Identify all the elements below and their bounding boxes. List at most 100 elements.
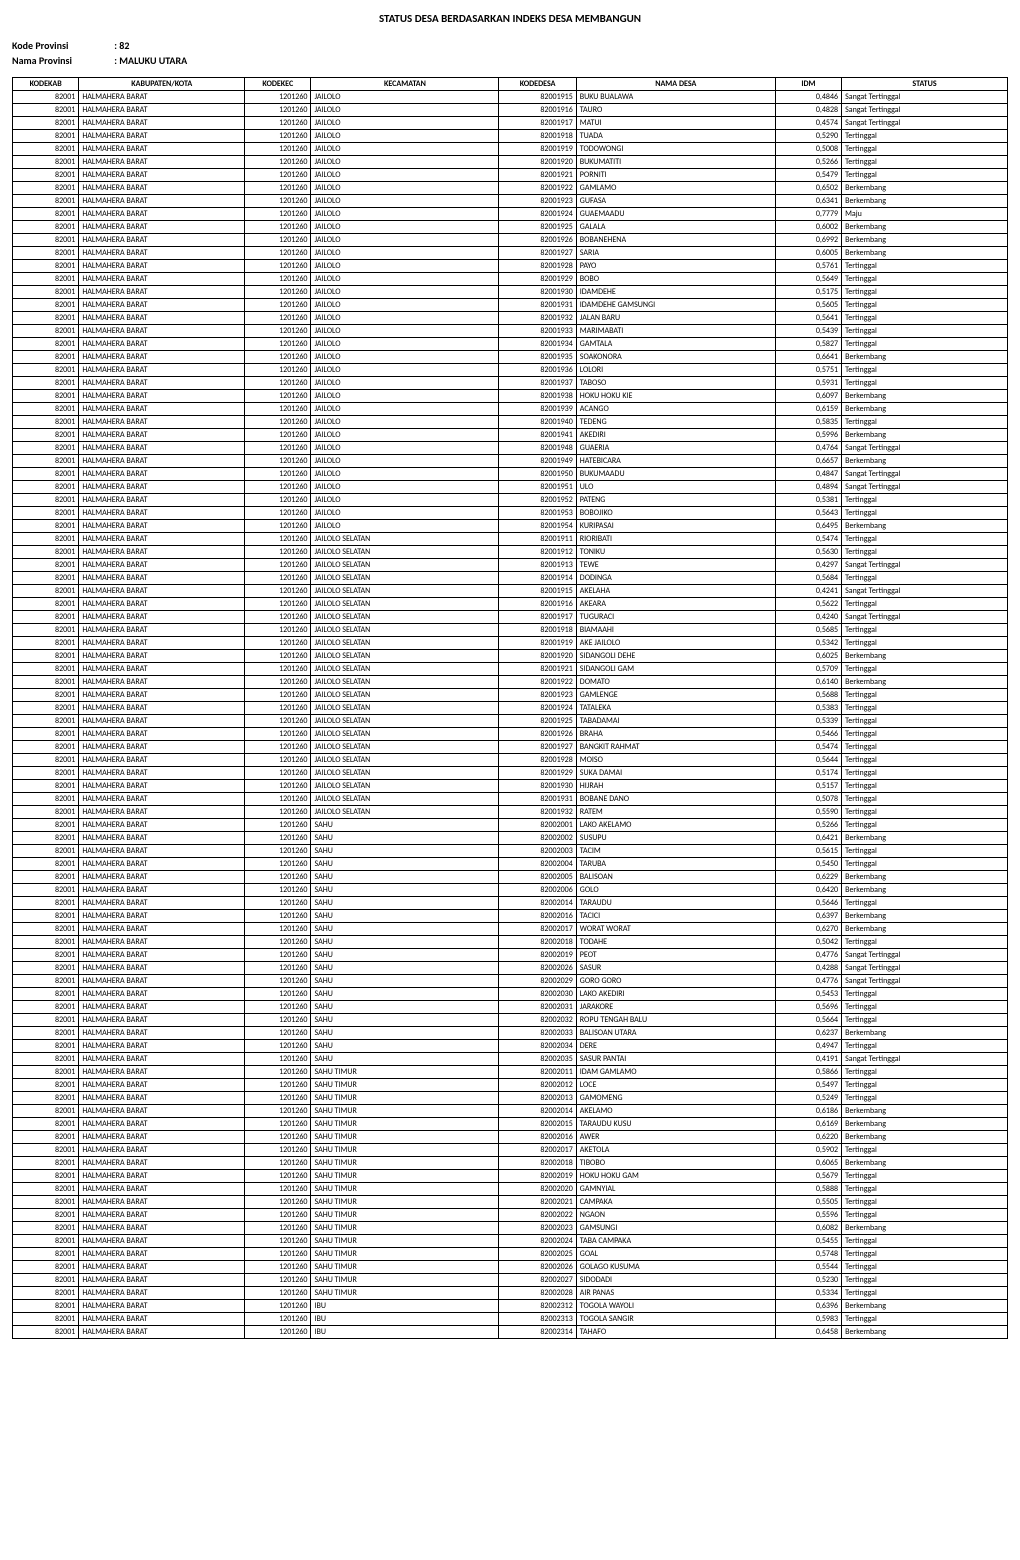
cell: 82001 [13,1300,79,1313]
cell: SAHU TIMUR [311,1079,499,1092]
cell: HALMAHERA BARAT [79,351,245,364]
cell: 0,4847 [775,468,841,481]
table-row: 82001HALMAHERA BARAT1201260SAHU TIMUR820… [13,1066,1008,1079]
cell: HALMAHERA BARAT [79,1040,245,1053]
cell: 82001930 [499,286,576,299]
cell: 0,4894 [775,481,841,494]
cell: 1201260 [245,91,311,104]
cell: Tertinggal [842,897,1008,910]
cell: JAILOLO [311,520,499,533]
cell: 1201260 [245,1040,311,1053]
cell: 0,5497 [775,1079,841,1092]
cell: HALMAHERA BARAT [79,832,245,845]
cell: 82001927 [499,247,576,260]
cell: GUFASA [576,195,775,208]
cell: 82001916 [499,104,576,117]
cell: 1201260 [245,1222,311,1235]
cell: HALMAHERA BARAT [79,455,245,468]
cell: JAILOLO [311,299,499,312]
cell: 1201260 [245,962,311,975]
table-row: 82001HALMAHERA BARAT1201260JAILOLO SELAT… [13,689,1008,702]
cell: 82001 [13,1066,79,1079]
cell: GUAEMAADU [576,208,775,221]
cell: 82001 [13,962,79,975]
table-row: 82001HALMAHERA BARAT1201260SAHU TIMUR820… [13,1209,1008,1222]
cell: 0,5983 [775,1313,841,1326]
col-header: KODEKEC [245,78,311,91]
cell: 82001954 [499,520,576,533]
table-row: 82001HALMAHERA BARAT1201260JAILOLO820019… [13,429,1008,442]
col-header: KODEKAB [13,78,79,91]
cell: AKELAHA [576,585,775,598]
cell: 82001940 [499,416,576,429]
cell: 0,6992 [775,234,841,247]
cell: Tertinggal [842,546,1008,559]
table-row: 82001HALMAHERA BARAT1201260SAHU82002031J… [13,1001,1008,1014]
cell: Berkembang [842,403,1008,416]
cell: HIJRAH [576,780,775,793]
cell: Berkembang [842,1131,1008,1144]
cell: 1201260 [245,169,311,182]
cell: AKEARA [576,598,775,611]
cell: 0,5474 [775,741,841,754]
cell: 0,5709 [775,663,841,676]
cell: Berkembang [842,1027,1008,1040]
cell: 82001 [13,507,79,520]
cell: JAILOLO [311,156,499,169]
cell: JAILOLO [311,351,499,364]
table-row: 82001HALMAHERA BARAT1201260SAHU82002001L… [13,819,1008,832]
cell: 82001 [13,1170,79,1183]
cell: SAHU [311,923,499,936]
table-row: 82001HALMAHERA BARAT1201260JAILOLO SELAT… [13,780,1008,793]
cell: SAHU TIMUR [311,1196,499,1209]
cell: SAHU TIMUR [311,1183,499,1196]
cell: 1201260 [245,351,311,364]
cell: JAILOLO [311,247,499,260]
cell: 0,4776 [775,949,841,962]
cell: 82001 [13,1040,79,1053]
cell: JAILOLO [311,325,499,338]
cell: TARAUDU KUSU [576,1118,775,1131]
cell: 82001 [13,546,79,559]
cell: JAILOLO SELATAN [311,572,499,585]
table-row: 82001HALMAHERA BARAT1201260JAILOLO820019… [13,156,1008,169]
cell: 82001925 [499,715,576,728]
cell: 82002312 [499,1300,576,1313]
cell: 1201260 [245,390,311,403]
cell: 0,6159 [775,403,841,416]
table-row: 82001HALMAHERA BARAT1201260JAILOLO820019… [13,247,1008,260]
cell: DOMATO [576,676,775,689]
cell: 1201260 [245,1196,311,1209]
table-row: 82001HALMAHERA BARAT1201260JAILOLO SELAT… [13,741,1008,754]
cell: 82001929 [499,273,576,286]
cell: 82002005 [499,871,576,884]
cell: HALMAHERA BARAT [79,702,245,715]
cell: HALMAHERA BARAT [79,1014,245,1027]
cell: 0,6502 [775,182,841,195]
cell: Sangat Tertinggal [842,468,1008,481]
table-row: 82001HALMAHERA BARAT1201260SAHU82002018T… [13,936,1008,949]
cell: SAHU [311,1027,499,1040]
cell: 82001937 [499,377,576,390]
cell: Tertinggal [842,1287,1008,1300]
cell: 82001 [13,910,79,923]
cell: HALMAHERA BARAT [79,676,245,689]
table-row: 82001HALMAHERA BARAT1201260JAILOLO SELAT… [13,663,1008,676]
cell: 0,5342 [775,637,841,650]
cell: 1201260 [245,741,311,754]
cell: 82001920 [499,650,576,663]
cell: 82001924 [499,702,576,715]
meta-block: Kode Provinsi : 82 Nama Provinsi : MALUK… [12,39,1008,67]
cell: 82001 [13,585,79,598]
cell: 0,5381 [775,494,841,507]
cell: RATEM [576,806,775,819]
cell: IDAM GAMLAMO [576,1066,775,1079]
cell: HALMAHERA BARAT [79,182,245,195]
cell: HALMAHERA BARAT [79,507,245,520]
cell: 1201260 [245,988,311,1001]
cell: JAILOLO [311,481,499,494]
table-row: 82001HALMAHERA BARAT1201260IBU82002313TO… [13,1313,1008,1326]
cell: Tertinggal [842,533,1008,546]
cell: Tertinggal [842,1001,1008,1014]
cell: 0,5439 [775,325,841,338]
